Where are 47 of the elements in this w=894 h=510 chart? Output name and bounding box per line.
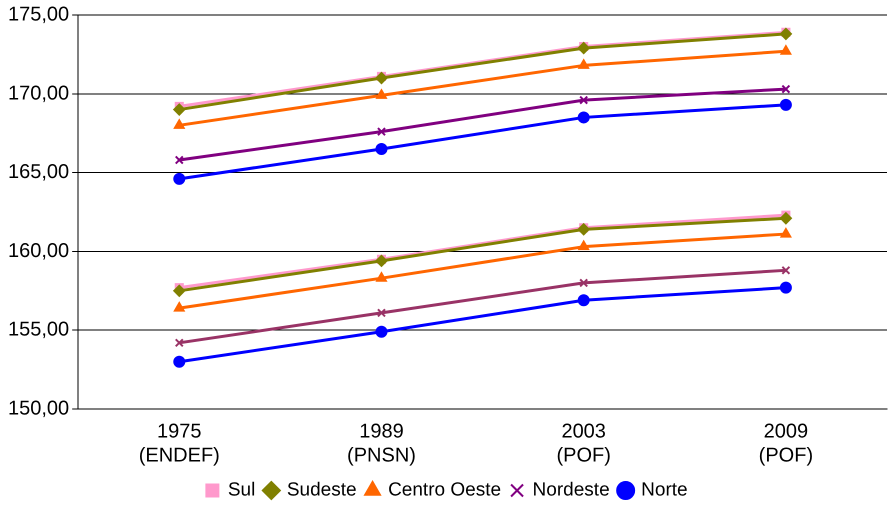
y-tick-label: 175,00 (8, 4, 70, 26)
point (780, 28, 792, 40)
point (781, 266, 790, 275)
point (174, 302, 185, 312)
point (375, 142, 388, 155)
point (578, 240, 590, 250)
x-tick-label: 1989 (PNSN) (347, 420, 416, 467)
point (173, 172, 186, 185)
legend-label: Nordeste (532, 480, 610, 501)
x-tick-label: 2009 (POF) (758, 420, 814, 467)
legend-label: Sudeste (286, 480, 357, 501)
point (173, 284, 186, 297)
point (174, 119, 185, 129)
point (781, 84, 790, 94)
x-tick-label: 2003 (POF) (556, 420, 611, 467)
point (578, 111, 590, 124)
point (376, 89, 387, 99)
point (376, 272, 387, 282)
point (376, 308, 386, 318)
point (173, 356, 186, 368)
y-tick-label: 155,00 (8, 318, 70, 341)
point (780, 282, 792, 294)
point (174, 155, 184, 165)
y-tick-label: 170,00 (8, 82, 70, 104)
legend-label: Norte (641, 480, 688, 501)
point (173, 104, 186, 116)
point (578, 59, 590, 69)
point (375, 254, 388, 267)
legend-label: Sul (228, 480, 256, 501)
point (376, 127, 386, 136)
point (375, 72, 388, 84)
point (578, 223, 590, 236)
point (578, 294, 590, 306)
legend-label: Centro Oeste (388, 480, 502, 501)
point (780, 228, 792, 238)
point (780, 45, 792, 55)
y-tick-label: 150,00 (8, 398, 70, 420)
point (780, 98, 792, 111)
point (780, 212, 792, 224)
point (174, 338, 184, 348)
point (375, 326, 388, 338)
point (579, 96, 588, 105)
y-tick-label: 165,00 (8, 161, 70, 184)
y-tick-label: 160,00 (8, 240, 70, 262)
x-tick-label: 1975 (ENDEF) (138, 420, 220, 467)
point (579, 278, 588, 288)
point (578, 42, 590, 54)
